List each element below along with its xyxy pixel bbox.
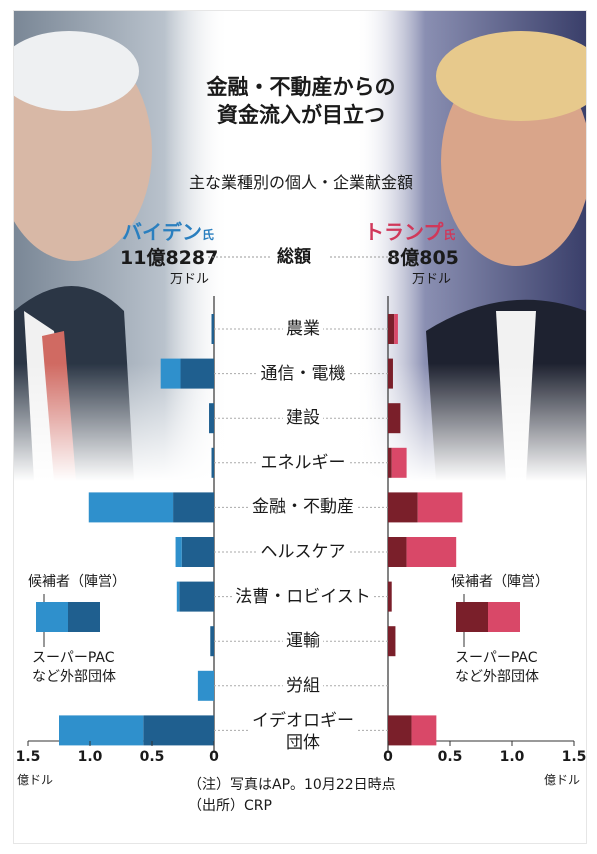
right-tick-label: 1.0 xyxy=(499,749,525,765)
bar-biden-pac xyxy=(175,537,182,567)
title-line1: 金融・不動産からの xyxy=(206,75,396,99)
right-tick-label: 0 xyxy=(383,749,393,765)
bar-trump-candidate xyxy=(388,537,407,567)
bar-trump-candidate xyxy=(388,492,418,523)
bar-trump-candidate xyxy=(388,314,395,344)
right-candidate-name: トランプ氏 xyxy=(364,220,456,244)
left-total: 11億8287 xyxy=(120,247,219,269)
category-label: 労組 xyxy=(201,675,405,697)
category-label: 建設 xyxy=(201,407,405,429)
category-label-line: ヘルスケア xyxy=(203,541,403,563)
left-axis-unit: 億ドル xyxy=(17,773,54,787)
left-legend-pac2: など外部団体 xyxy=(32,669,116,685)
bar-biden-pac xyxy=(197,670,214,701)
right-tick-label: 0.5 xyxy=(437,749,463,765)
chart-subtitle: 主な業種別の個人・企業献金額 xyxy=(188,173,413,192)
category-label: 運輸 xyxy=(201,630,405,652)
right-legend-pac2: など外部団体 xyxy=(455,669,539,685)
infographic: 金融・不動産からの 資金流入が目立つ 主な業種別の個人・企業献金額 バイデン氏 … xyxy=(13,10,587,844)
bar-trump-candidate xyxy=(388,447,392,478)
bar-trump-candidate xyxy=(388,581,392,612)
chart-title: 金融・不動産からの 資金流入が目立つ xyxy=(14,73,586,129)
source: （出所）CRP xyxy=(188,798,272,814)
bar-trump-candidate xyxy=(388,715,412,746)
left-tick-label: 0.5 xyxy=(139,749,165,765)
category-label-line: 運輸 xyxy=(203,630,403,652)
right-axis-unit: 億ドル xyxy=(544,773,581,787)
category-label-line: エネルギー xyxy=(203,452,403,474)
right-total-unit: 万ドル xyxy=(412,272,452,287)
category-label: 通信・電機 xyxy=(201,363,405,385)
bar-trump-pac xyxy=(411,715,437,746)
bar-biden-candidate xyxy=(180,358,214,389)
right-legend-pac1: スーパーPAC xyxy=(455,650,538,666)
bar-trump-candidate xyxy=(388,626,396,657)
bar-biden-candidate xyxy=(179,581,214,612)
right-legend-pac-swatch xyxy=(488,602,520,632)
bar-trump-pac xyxy=(391,447,407,478)
bar-chart xyxy=(27,256,575,753)
right-total: 8億805 xyxy=(387,247,459,269)
category-label-line: イデオロギー xyxy=(203,710,403,732)
bar-biden-pac xyxy=(160,358,181,389)
category-label: イデオロギー 団体 xyxy=(201,710,405,754)
bar-biden-pac xyxy=(88,492,174,523)
category-label-line: 団体 xyxy=(203,732,403,754)
category-label-line: 建設 xyxy=(203,407,403,429)
category-label: 金融・不動産 xyxy=(201,496,405,518)
total-label: 総額 xyxy=(277,247,311,267)
category-label: 農業 xyxy=(201,318,405,340)
bar-trump-pac xyxy=(394,314,398,344)
left-total-unit: 万ドル xyxy=(170,272,210,287)
left-candidate-name: バイデン氏 xyxy=(122,220,215,244)
right-legend-candidate-swatch xyxy=(456,602,488,632)
category-label: ヘルスケア xyxy=(201,541,405,563)
bar-trump-candidate xyxy=(388,358,393,389)
category-label-line: 通信・電機 xyxy=(203,363,403,385)
footnote: （注）写真はAP。10月22日時点 xyxy=(188,777,396,793)
category-label: 法曹・ロビイスト xyxy=(201,586,405,608)
bar-trump-pac xyxy=(406,537,457,567)
bar-biden-candidate xyxy=(211,447,214,478)
bar-biden-candidate xyxy=(143,715,214,746)
right-legend-candidate: 候補者（陣営） xyxy=(451,574,549,590)
right-tick-label: 1.5 xyxy=(561,749,587,765)
bar-trump-pac xyxy=(417,492,463,523)
category-label-line: 法曹・ロビイスト xyxy=(203,586,403,608)
left-legend-candidate: 候補者（陣営） xyxy=(28,574,126,590)
trump-photo xyxy=(356,11,586,481)
left-tick-label: 1.0 xyxy=(77,749,103,765)
category-label-line: 労組 xyxy=(203,675,403,697)
bar-biden-pac xyxy=(176,581,180,612)
category-label-line: 農業 xyxy=(203,318,403,340)
biden-photo xyxy=(14,11,229,481)
bar-biden-candidate xyxy=(211,314,214,344)
category-label-line: 金融・不動産 xyxy=(203,496,403,518)
left-legend-candidate-swatch xyxy=(68,602,100,632)
left-tick-label: 0 xyxy=(209,749,219,765)
category-label: エネルギー xyxy=(201,452,405,474)
bar-biden-candidate xyxy=(209,403,214,434)
bar-biden-candidate xyxy=(181,537,214,567)
bar-trump-candidate xyxy=(388,403,401,434)
bar-biden-candidate xyxy=(210,626,214,657)
bar-biden-candidate xyxy=(173,492,214,523)
left-legend-pac-swatch xyxy=(36,602,68,632)
left-tick-label: 1.5 xyxy=(15,749,41,765)
left-legend-pac1: スーパーPAC xyxy=(32,650,115,666)
bar-biden-pac xyxy=(59,715,144,746)
title-line2: 資金流入が目立つ xyxy=(217,103,385,127)
